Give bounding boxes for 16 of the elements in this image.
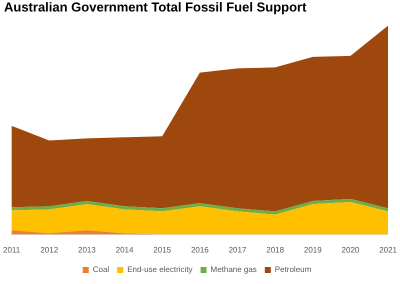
- legend-label: Petroleum: [274, 265, 312, 274]
- x-tick-label: 2012: [40, 245, 59, 254]
- chart-title: Australian Government Total Fossil Fuel Support: [4, 0, 308, 14]
- legend-label: End-use electricity: [127, 265, 193, 274]
- x-tick-label: 2014: [116, 245, 134, 254]
- x-tick-label: 2016: [190, 245, 210, 254]
- x-tick-label: 2013: [78, 245, 96, 254]
- legend-label: Coal: [92, 265, 110, 274]
- x-tick-label: 2011: [3, 245, 21, 254]
- legend-label: Methane gas: [210, 265, 257, 274]
- x-tick-label: 2021: [379, 245, 398, 254]
- x-tick-label: 2020: [342, 245, 360, 254]
- x-tick-label: 2018: [266, 245, 285, 254]
- x-tick-label: 2015: [153, 245, 172, 254]
- x-tick-label: 2017: [228, 245, 247, 254]
- x-tick-label: 2019: [304, 245, 322, 254]
